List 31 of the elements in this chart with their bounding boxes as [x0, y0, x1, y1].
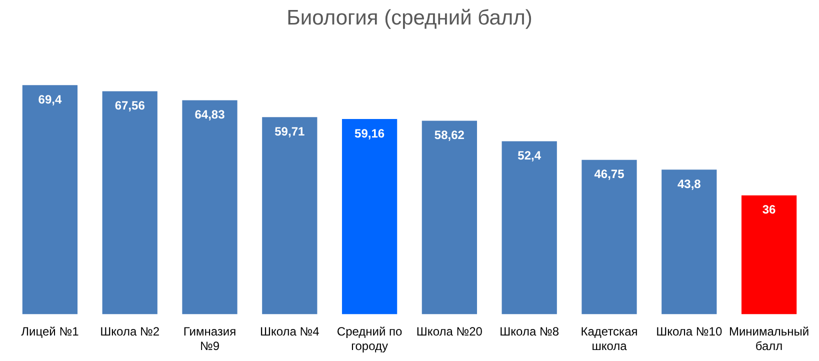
bar [22, 85, 78, 314]
data-label: 64,83 [194, 108, 226, 122]
data-label: 59,16 [354, 126, 385, 140]
data-label: 59,71 [274, 124, 305, 138]
x-tick-label: Школа №8 [500, 324, 560, 339]
x-tick-label: Средний по городу [336, 324, 403, 354]
data-label: 52,4 [518, 148, 542, 163]
x-tick-label: Минимальный балл [728, 324, 810, 354]
data-label: 69,4 [38, 92, 62, 106]
bar [422, 120, 478, 314]
x-tick-label: Школа №4 [260, 324, 320, 339]
x-tick-label: Школа №10 [656, 324, 722, 339]
data-label: 67,56 [114, 98, 146, 113]
x-tick-label: Кадетская школа [580, 324, 638, 354]
bar [182, 100, 238, 314]
data-label: 46,75 [594, 167, 625, 182]
data-label: 43,8 [677, 176, 702, 191]
bar [741, 195, 797, 314]
bar [102, 91, 158, 314]
data-label: 58,62 [434, 128, 465, 142]
data-label: 36 [762, 202, 776, 217]
chart-title: Биология (средний балл) [286, 6, 532, 30]
bar [502, 141, 557, 314]
x-tick-label: Школа №2 [100, 324, 160, 339]
x-tick-label: Гимназия №9 [183, 324, 236, 354]
x-tick-label: Школа №20 [416, 324, 483, 339]
bar [582, 160, 637, 314]
bar [262, 117, 318, 314]
bar [662, 170, 717, 314]
x-tick-label: Лицей №1 [21, 324, 80, 339]
bar [342, 118, 398, 314]
